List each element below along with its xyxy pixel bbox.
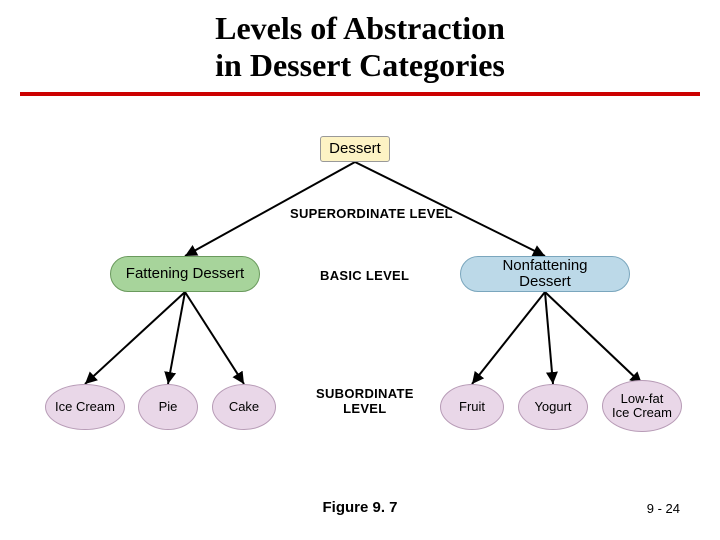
node-lowfat-ice-cream: Low-fatIce Cream [602,380,682,432]
figure-caption: Figure 9. 7 [0,499,720,516]
node-nonfattening-dessert: Nonfattening Dessert [460,256,630,292]
node-label: Fruit [459,400,485,414]
node-ice-cream: Ice Cream [45,384,125,430]
node-fattening-dessert: Fattening Dessert [110,256,260,292]
title-rule [20,92,700,96]
slide-title: Levels of Abstraction in Dessert Categor… [0,0,720,84]
level-label-subordinate: SUBORDINATELEVEL [316,386,414,416]
node-label: Nonfattening Dessert [475,258,615,290]
node-label: Fattening Dessert [126,266,244,282]
title-line-2: in Dessert Categories [215,47,505,83]
node-label: Dessert [329,141,381,157]
title-line-1: Levels of Abstraction [215,10,505,46]
node-label: Ice Cream [55,400,115,414]
node-dessert: Dessert [320,136,390,162]
page-number: 9 - 24 [647,501,680,516]
node-fruit: Fruit [440,384,504,430]
node-cake: Cake [212,384,276,430]
level-label-basic: BASIC LEVEL [320,268,409,283]
hierarchy-diagram: Dessert Fattening Dessert Nonfattening D… [20,136,700,456]
node-label: Yogurt [534,400,571,414]
level-label-superordinate: SUPERORDINATE LEVEL [290,206,453,221]
node-label: Cake [229,400,259,414]
node-pie: Pie [138,384,198,430]
node-yogurt: Yogurt [518,384,588,430]
node-label: Pie [159,400,178,414]
node-label: Low-fatIce Cream [612,392,672,419]
